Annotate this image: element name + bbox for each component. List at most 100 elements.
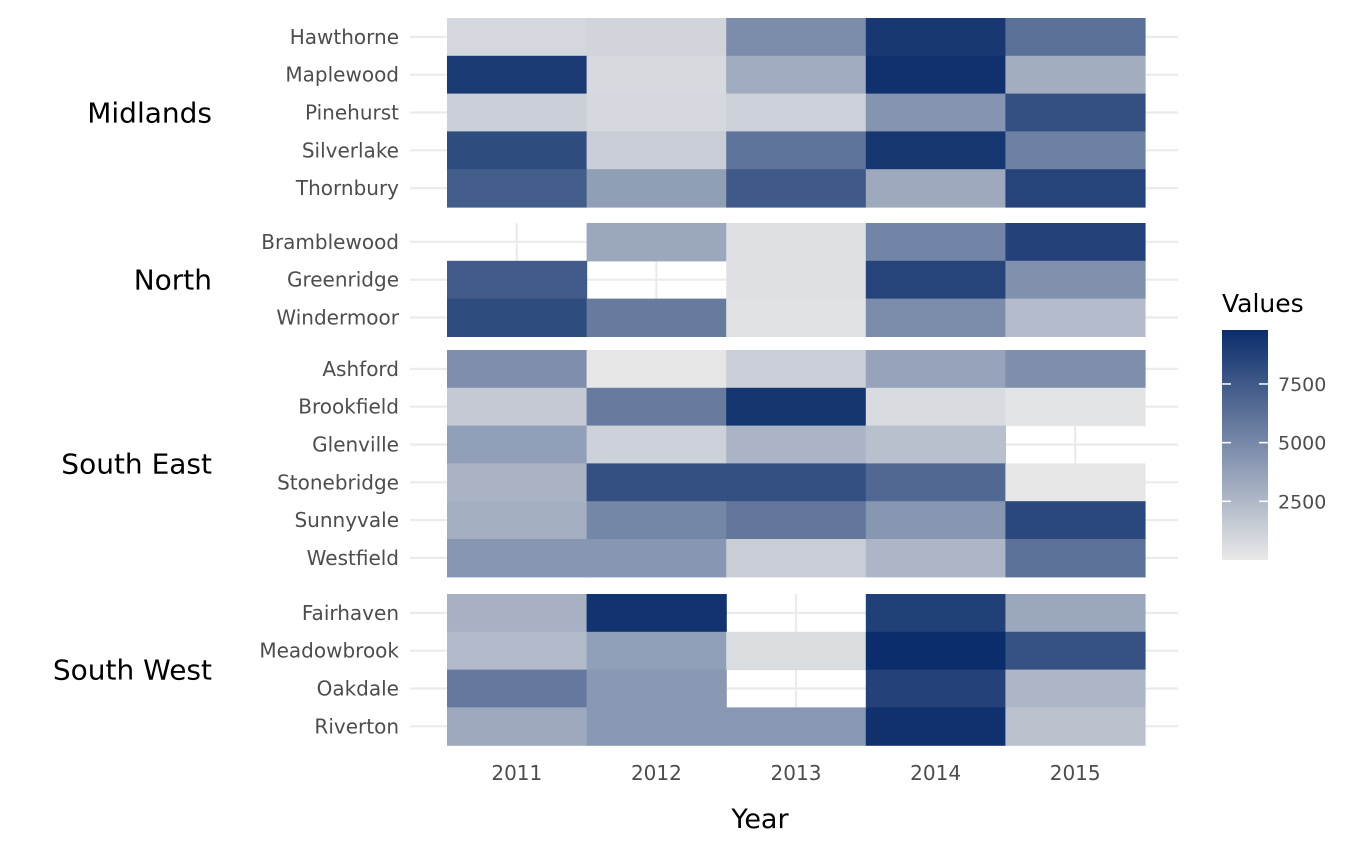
heatmap-cell [726, 55, 867, 95]
heatmap-cell [586, 223, 727, 262]
heatmap-cell [586, 539, 727, 578]
heatmap-cell [1005, 350, 1146, 389]
row-label: Greenridge [287, 268, 399, 292]
heatmap-cell [865, 55, 1006, 95]
row-label: Fairhaven [302, 601, 399, 625]
legend-tick-label: 5000 [1278, 433, 1326, 455]
heatmap-cell [1005, 669, 1146, 708]
heatmap-cell [865, 18, 1006, 57]
heatmap-cell [586, 18, 727, 57]
heatmap-cell [447, 350, 588, 389]
heatmap-cell [726, 223, 867, 262]
heatmap-cell [1005, 298, 1146, 337]
heatmap-cell [865, 131, 1006, 170]
heatmap-cell [447, 501, 588, 540]
heatmap-cell [726, 93, 867, 132]
heatmap-cell [1005, 93, 1146, 132]
heatmap-cell [865, 425, 1006, 464]
heatmap-cell [447, 18, 588, 57]
row-label: Windermoor [276, 306, 399, 330]
heatmap-cell [1005, 539, 1146, 578]
heatmap-cell [447, 631, 588, 671]
row-label: Riverton [314, 714, 399, 738]
heatmap-cell [447, 169, 588, 208]
row-label: Westfield [307, 546, 399, 570]
heatmap-cell [726, 707, 867, 746]
heatmap-cell [447, 93, 588, 132]
heatmap-cell [1005, 463, 1146, 502]
x-tick-label: 2013 [771, 761, 822, 785]
row-label: Pinehurst [305, 101, 399, 125]
row-label: Maplewood [285, 63, 399, 87]
row-label: Ashford [322, 357, 399, 381]
heatmap-cell [447, 594, 588, 633]
heatmap-cell [586, 169, 727, 208]
heatmap-cell [447, 55, 588, 95]
heatmap-cell [726, 169, 867, 208]
heatmap-cell [447, 669, 588, 708]
group-label: South West [53, 654, 212, 687]
heatmap-cell [1005, 260, 1146, 300]
x-tick-label: 2014 [910, 761, 961, 785]
heatmap-cell [586, 298, 727, 337]
heatmap-cell [1005, 387, 1146, 427]
heatmap-cell [447, 298, 588, 337]
heatmap-cell [586, 93, 727, 132]
x-tick-label: 2012 [631, 761, 682, 785]
row-label: Meadowbrook [259, 639, 399, 663]
heatmap-cell [586, 631, 727, 671]
x-tick-label: 2015 [1050, 761, 1101, 785]
heatmap-cell [865, 169, 1006, 208]
heatmap-cell [865, 501, 1006, 540]
heatmap-cell [1005, 631, 1146, 671]
row-label: Oakdale [317, 677, 399, 701]
legend-tick-label: 2500 [1278, 491, 1326, 513]
heatmap-cell [1005, 223, 1146, 262]
row-label: Bramblewood [261, 230, 399, 254]
heatmap-cell [865, 707, 1006, 746]
heatmap-cell [1005, 131, 1146, 170]
group-label: North [134, 264, 212, 297]
heatmap-cell [726, 501, 867, 540]
heatmap-cell [447, 707, 588, 746]
heatmap-cell [865, 669, 1006, 708]
heatmap-cell [586, 463, 727, 502]
group-label: Midlands [87, 97, 212, 130]
heatmap-cell [586, 707, 727, 746]
heatmap-cell [726, 425, 867, 464]
heatmap-cell [1005, 501, 1146, 540]
heatmap-cell [1005, 55, 1146, 95]
heatmap-cell [726, 260, 867, 300]
heatmap-cell [726, 131, 867, 170]
heatmap-cell [865, 387, 1006, 427]
heatmap-cell [726, 631, 867, 671]
axis-labels: Hawthorne Maplewood Pinehurst Silverlake Tho… [53, 25, 1101, 785]
x-tick-label: 2011 [491, 761, 542, 785]
heatmap-cell [865, 594, 1006, 633]
row-label: Thornbury [295, 176, 399, 200]
legend-colorbar [1222, 330, 1268, 560]
heatmap-cell [726, 539, 867, 578]
heatmap-cell [865, 260, 1006, 300]
heatmap-cells [447, 18, 1146, 746]
heatmap-cell [726, 350, 867, 389]
legend-ticks: 2500 5000 7500 [1222, 374, 1326, 513]
heatmap-cell [447, 260, 588, 300]
heatmap-cell [586, 55, 727, 95]
x-axis-title: Year [730, 804, 789, 835]
heatmap-cell [447, 463, 588, 502]
heatmap-cell [865, 298, 1006, 337]
heatmap-cell [1005, 594, 1146, 633]
legend-tick-label: 7500 [1278, 374, 1326, 396]
heatmap-cell [726, 18, 867, 57]
group-label: South East [61, 447, 212, 480]
row-label: Silverlake [302, 138, 399, 162]
row-label: Stonebridge [277, 470, 399, 494]
heatmap-cell [865, 350, 1006, 389]
heatmap-cell [586, 669, 727, 708]
heatmap-cell [726, 463, 867, 502]
legend-title: Values [1222, 289, 1304, 318]
heatmap-cell [586, 131, 727, 170]
row-label: Hawthorne [290, 25, 399, 49]
